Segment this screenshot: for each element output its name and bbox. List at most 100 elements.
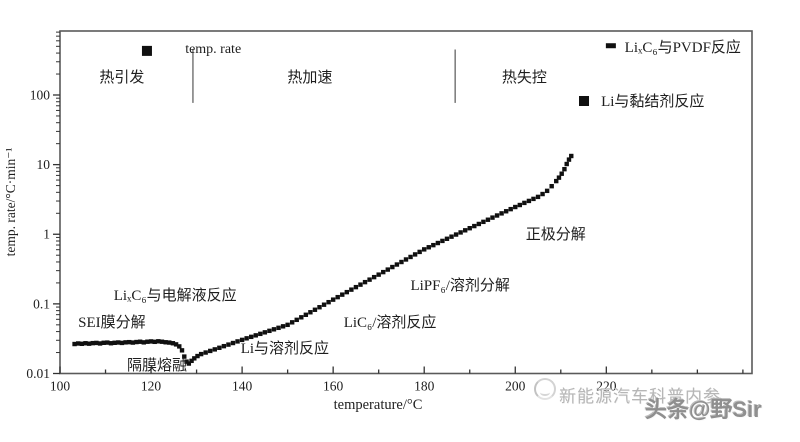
data-point — [152, 339, 157, 345]
data-point — [381, 269, 386, 275]
legend-li-binder-reaction-label: Li与黏结剂反应 — [601, 92, 704, 110]
data-point — [385, 267, 390, 272]
data-point — [431, 242, 436, 248]
data-point — [349, 287, 354, 292]
plot-border — [59, 30, 753, 375]
data-point — [335, 294, 340, 300]
y-tick-label: 0.01 — [26, 366, 50, 381]
data-point — [517, 202, 523, 208]
data-point — [435, 240, 441, 246]
data-point — [367, 277, 372, 282]
data-point — [137, 339, 143, 344]
watermark-logo-icon — [534, 378, 556, 400]
data-point — [566, 157, 572, 162]
legend-li-binder-reaction-marker-icon — [579, 95, 590, 106]
data-point — [130, 340, 136, 345]
data-point — [540, 191, 545, 197]
data-point — [554, 178, 559, 184]
data-point — [426, 245, 431, 250]
x-tick-label: 180 — [414, 379, 435, 394]
data-point — [262, 330, 268, 335]
lipf6-solvent-decomposition-label: LiPF₆/溶剂分解 — [410, 277, 509, 294]
data-point — [212, 347, 217, 352]
data-point — [453, 232, 459, 237]
data-point — [186, 361, 192, 366]
data-point — [108, 341, 114, 346]
data-point — [399, 259, 404, 265]
data-point — [198, 351, 204, 357]
data-point — [569, 153, 574, 159]
data-point — [226, 342, 231, 347]
watermark-author-text: 头条@野Sir — [645, 397, 762, 422]
data-point — [235, 339, 240, 344]
stage-thermal-acceleration-label: 热加速 — [287, 69, 332, 86]
data-point — [163, 340, 168, 345]
data-point — [184, 359, 189, 364]
data-point — [412, 252, 418, 257]
data-point — [508, 206, 513, 212]
data-point — [249, 334, 254, 340]
data-point — [253, 333, 258, 338]
data-point — [317, 305, 322, 310]
data-point — [173, 342, 179, 347]
li-solvent-reaction-label: Li与溶剂反应 — [241, 339, 329, 357]
data-point — [101, 340, 106, 346]
data-point — [285, 322, 290, 328]
data-point — [280, 324, 286, 329]
data-point — [544, 188, 550, 194]
data-point — [267, 328, 272, 334]
data-point — [217, 345, 222, 350]
cathode-decomposition-label: 正极分解 — [526, 226, 586, 243]
data-point — [244, 336, 249, 341]
lixc6-electrolyte-reaction-label: LiₓC₆与电解液反应 — [114, 286, 237, 304]
data-point — [208, 348, 213, 354]
y-tick-label: 1 — [43, 227, 50, 242]
data-point — [189, 358, 194, 364]
data-point — [449, 234, 454, 239]
data-point — [258, 331, 263, 337]
x-tick-label: 220 — [596, 379, 617, 394]
data-point — [422, 247, 427, 252]
x-axis-title: temperature/°C — [334, 397, 423, 413]
data-point — [182, 354, 187, 359]
data-point — [522, 200, 527, 206]
data-point — [513, 204, 518, 210]
data-point — [299, 315, 304, 320]
x-tick-label: 120 — [141, 379, 162, 394]
data-point — [123, 340, 128, 345]
data-point — [526, 198, 532, 204]
data-point — [458, 230, 463, 235]
data-point — [156, 339, 161, 344]
data-point — [145, 339, 150, 344]
data-point — [195, 353, 200, 359]
data-point — [148, 339, 154, 344]
data-point — [344, 289, 350, 295]
legend-temp-rate-label: temp. rate — [185, 42, 241, 57]
data-point — [444, 236, 450, 241]
x-tick-label: 200 — [505, 379, 526, 394]
x-tick-label: 160 — [323, 379, 344, 394]
data-point — [141, 340, 146, 345]
data-point — [535, 194, 541, 200]
lic6-solvent-reaction-label: LiC₆/溶剂反应 — [344, 313, 437, 331]
data-point — [321, 302, 327, 307]
data-point — [94, 340, 99, 346]
data-point — [271, 327, 277, 332]
data-point — [170, 341, 176, 346]
data-point — [83, 341, 88, 346]
data-point — [294, 317, 299, 323]
data-point — [549, 183, 554, 189]
y-tick-label: 10 — [37, 157, 51, 172]
data-point — [192, 356, 197, 361]
data-point — [116, 340, 121, 345]
data-point — [485, 217, 491, 222]
legend-lixc6-pvdf-reaction-label: LiₓC₆与PVDF反应 — [625, 38, 741, 56]
data-point — [481, 219, 486, 225]
data-point — [97, 341, 103, 346]
data-point — [308, 310, 313, 315]
data-point — [417, 249, 422, 255]
data-point — [119, 340, 125, 346]
data-point — [556, 175, 562, 180]
data-point — [330, 297, 336, 302]
